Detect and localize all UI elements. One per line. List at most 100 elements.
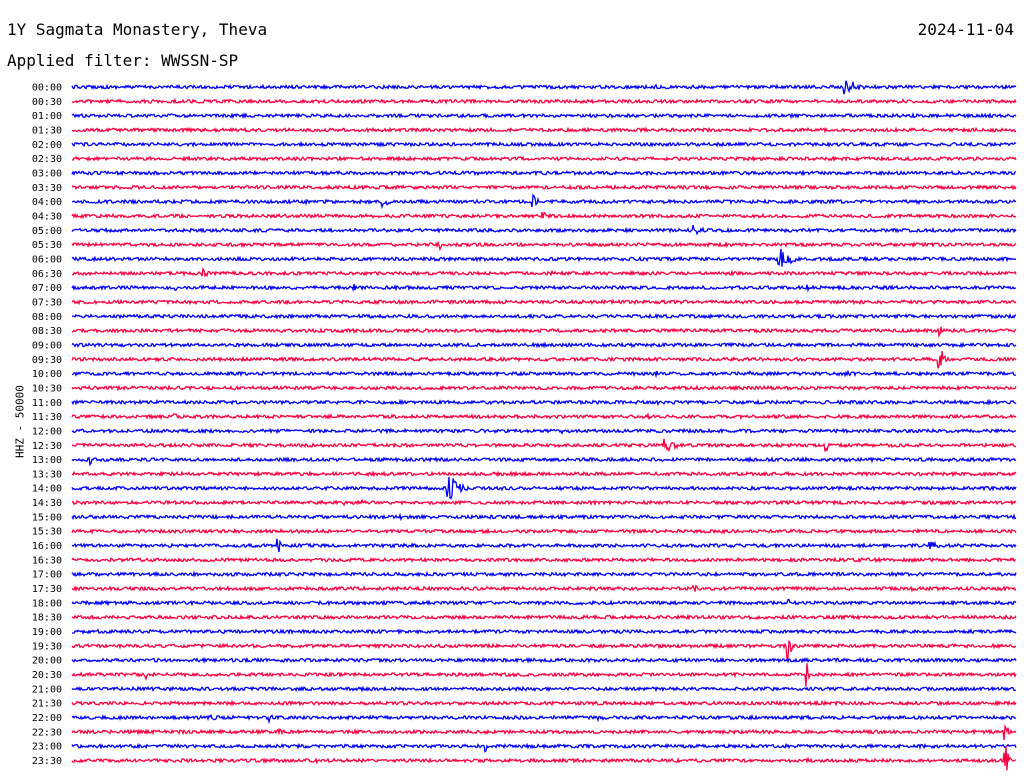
seismic-trace xyxy=(71,584,1017,593)
seismic-trace xyxy=(71,80,1017,95)
time-label: 01:00 xyxy=(32,111,62,122)
time-label: 11:00 xyxy=(32,398,62,409)
seismic-trace xyxy=(71,193,1017,210)
seismic-trace xyxy=(71,745,1017,771)
time-label: 06:30 xyxy=(32,269,62,280)
seismic-trace xyxy=(71,538,1017,553)
time-label: 12:00 xyxy=(32,426,62,437)
seismic-trace xyxy=(71,685,1017,693)
time-label: 21:00 xyxy=(32,684,62,695)
time-label: 17:30 xyxy=(32,584,62,595)
seismic-trace xyxy=(71,663,1017,687)
seismic-trace xyxy=(71,427,1017,436)
date-label: 2024-11-04 xyxy=(917,20,1014,39)
seismic-trace xyxy=(71,298,1017,306)
seismic-trace xyxy=(71,351,1017,369)
time-label: 02:00 xyxy=(32,140,62,151)
time-label: 16:30 xyxy=(32,555,62,566)
time-label: 06:00 xyxy=(32,254,62,265)
seismic-trace xyxy=(71,699,1017,707)
time-label: 04:00 xyxy=(32,197,62,208)
seismic-trace xyxy=(71,169,1017,177)
seismic-trace xyxy=(71,724,1017,741)
seismic-trace xyxy=(71,266,1017,278)
seismic-trace xyxy=(71,97,1017,105)
seismic-trace xyxy=(71,369,1017,379)
time-label: 08:30 xyxy=(32,326,62,337)
seismic-trace xyxy=(71,224,1017,236)
seismic-trace xyxy=(71,512,1017,522)
seismic-trace xyxy=(71,412,1017,421)
seismic-trace xyxy=(71,326,1017,338)
time-label: 00:00 xyxy=(32,83,62,94)
seismic-trace xyxy=(71,183,1017,191)
time-label: 03:00 xyxy=(32,168,62,179)
time-label: 15:00 xyxy=(32,512,62,523)
time-label: 19:00 xyxy=(32,627,62,638)
seismic-trace xyxy=(71,398,1017,407)
seismic-trace xyxy=(71,470,1017,478)
time-label: 20:30 xyxy=(32,670,62,681)
seismic-trace xyxy=(71,570,1017,578)
time-label: 18:30 xyxy=(32,613,62,624)
seismic-trace xyxy=(71,456,1017,467)
time-label: 10:30 xyxy=(32,383,62,394)
seismic-trace xyxy=(71,140,1017,148)
filter-label: Applied filter: WWSSN-SP xyxy=(7,51,239,70)
seismic-trace xyxy=(71,284,1017,293)
time-label: 20:00 xyxy=(32,656,62,667)
seismic-trace xyxy=(71,527,1017,535)
seismic-trace xyxy=(71,628,1017,635)
time-label: 05:00 xyxy=(32,226,62,237)
time-label: 09:00 xyxy=(32,340,62,351)
time-label: 14:00 xyxy=(32,484,62,495)
seismic-trace xyxy=(71,384,1017,392)
seismic-trace xyxy=(71,248,1017,267)
time-label: 23:00 xyxy=(32,742,62,753)
time-label: 16:00 xyxy=(32,541,62,552)
seismic-trace xyxy=(71,598,1017,607)
seismic-trace xyxy=(71,438,1017,453)
time-label: 22:00 xyxy=(32,713,62,724)
time-label: 04:30 xyxy=(32,211,62,222)
seismic-trace xyxy=(71,713,1017,725)
time-label: 03:30 xyxy=(32,183,62,194)
time-label: 21:30 xyxy=(32,699,62,710)
time-label: 13:00 xyxy=(32,455,62,466)
seismic-trace xyxy=(71,341,1017,349)
seismic-trace xyxy=(71,126,1017,134)
seismic-trace xyxy=(71,312,1017,320)
time-label: 13:30 xyxy=(32,469,62,480)
time-label: 12:30 xyxy=(32,441,62,452)
time-label: 07:00 xyxy=(32,283,62,294)
time-label: 02:30 xyxy=(32,154,62,165)
seismic-trace xyxy=(71,155,1017,163)
time-label: 23:30 xyxy=(32,756,62,767)
time-label: 10:00 xyxy=(32,369,62,380)
time-label: 09:30 xyxy=(32,355,62,366)
seismic-trace xyxy=(71,111,1017,120)
time-label: 15:30 xyxy=(32,527,62,538)
time-label: 08:00 xyxy=(32,312,62,323)
seismic-trace xyxy=(71,556,1017,564)
time-label: 00:30 xyxy=(32,97,62,108)
seismic-trace xyxy=(71,240,1017,252)
seismic-trace xyxy=(71,476,1017,500)
time-label: 17:00 xyxy=(32,570,62,581)
seismic-trace xyxy=(71,742,1017,753)
time-label: 14:30 xyxy=(32,498,62,509)
seismic-trace xyxy=(71,498,1017,507)
time-label: 07:30 xyxy=(32,297,62,308)
time-label: 11:30 xyxy=(32,412,62,423)
seismic-trace xyxy=(71,211,1017,220)
seismic-trace xyxy=(71,639,1017,662)
time-label: 18:00 xyxy=(32,598,62,609)
time-label: 05:30 xyxy=(32,240,62,251)
seismic-trace xyxy=(71,613,1017,621)
time-label: 22:30 xyxy=(32,727,62,738)
seismic-trace xyxy=(71,656,1017,664)
station-title: 1Y Sagmata Monastery, Theva xyxy=(7,20,268,39)
time-label: 01:30 xyxy=(32,125,62,136)
time-label: 19:30 xyxy=(32,641,62,652)
